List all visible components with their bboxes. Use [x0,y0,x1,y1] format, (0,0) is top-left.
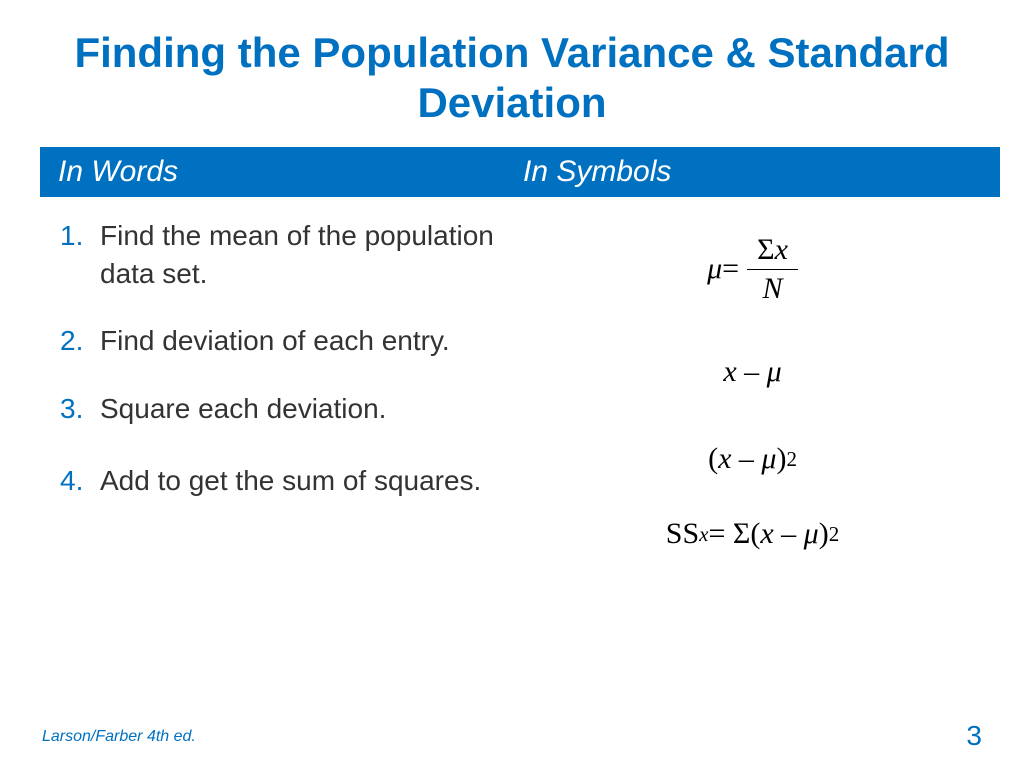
footer-page-number: 3 [966,720,982,752]
slide-title: Finding the Population Variance & Standa… [40,28,984,129]
formula-body: x – μ [718,442,776,476]
superscript: 2 [829,522,840,547]
step-number: 2. [60,322,100,360]
table-header-row: In Words In Symbols [40,147,1000,197]
footer-credit: Larson/Farber 4th ed. [42,728,196,746]
symbol-mu: μ [707,252,722,286]
step-text: Add to get the sum of squares. [100,462,505,500]
words-column: 1. Find the mean of the population data … [40,197,505,572]
formula-body: x – μ [760,517,818,551]
step-number: 4. [60,462,100,500]
fraction-numerator: Σx [747,233,798,270]
formula-mean: μ = Σx N [505,217,1000,322]
step-row: 3. Square each deviation. [60,390,505,428]
header-in-symbols: In Symbols [505,147,1000,197]
symbol-equals: = [722,252,739,286]
formula-sum-of-squares: SS x = Σ( x – μ ) 2 [505,497,1000,572]
formula-mid: = Σ( [708,517,760,551]
step-text: Square each deviation. [100,390,505,428]
step-number: 3. [60,390,100,428]
ss-label: SS [666,517,699,551]
symbols-column: μ = Σx N x – μ ( x – μ ) 2 SS [505,197,1000,572]
step-row: 1. Find the mean of the population data … [60,217,505,293]
formula-deviation: x – μ [505,322,1000,422]
paren-close: ) [819,517,829,551]
header-in-words: In Words [40,147,505,197]
step-row: 2. Find deviation of each entry. [60,322,505,360]
fraction-denominator: N [752,270,792,306]
step-number: 1. [60,217,100,255]
subscript: x [699,522,708,547]
fraction: Σx N [747,233,798,306]
superscript: 2 [786,447,797,472]
step-text: Find deviation of each entry. [100,322,505,360]
formula-squared-deviation: ( x – μ ) 2 [505,422,1000,497]
step-text: Find the mean of the population data set… [100,217,505,293]
formula-text: x – μ [723,355,781,389]
paren-close: ) [776,442,786,476]
paren-open: ( [708,442,718,476]
content-area: 1. Find the mean of the population data … [40,197,1000,572]
slide-container: Finding the Population Variance & Standa… [0,0,1024,768]
step-row: 4. Add to get the sum of squares. [60,462,505,500]
